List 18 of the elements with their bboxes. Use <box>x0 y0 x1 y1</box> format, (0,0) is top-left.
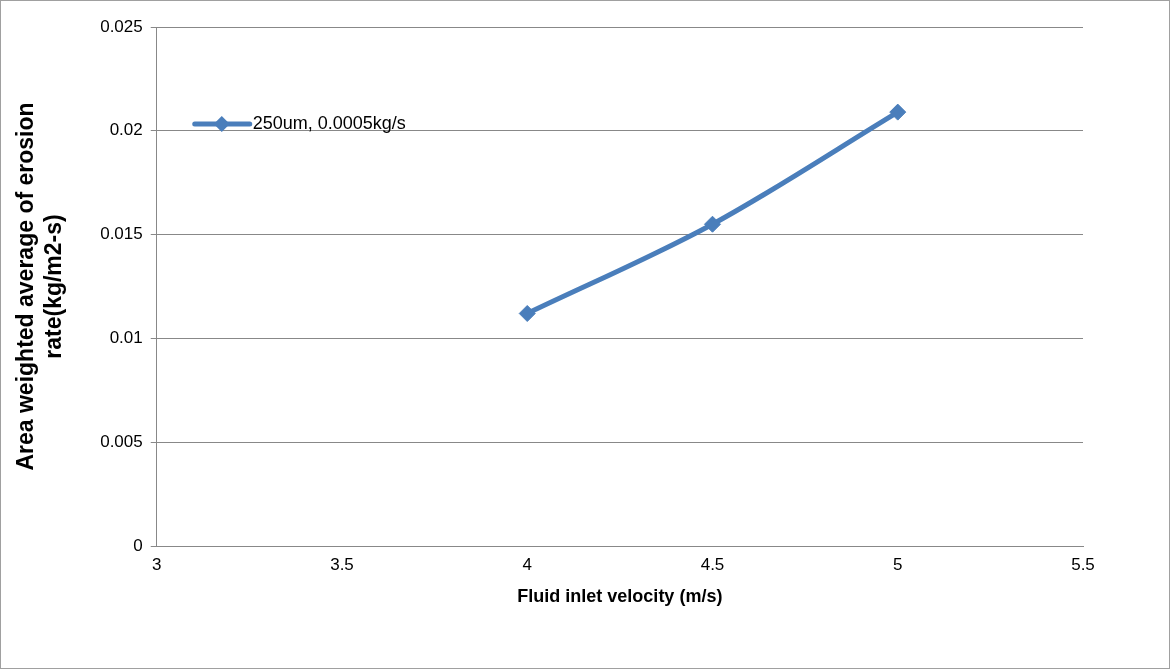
point <box>518 304 536 322</box>
x-tick-label: 3 <box>152 554 162 574</box>
y-tick-label: 0.015 <box>100 224 143 244</box>
y-tick-label: 0.01 <box>109 328 143 348</box>
point <box>889 103 907 121</box>
x-tick-label: 4.5 <box>700 554 725 574</box>
y-tick-label: 0.02 <box>109 120 143 140</box>
legend-label: 250um, 0.0005kg/s <box>252 112 406 133</box>
x-tick-label: 4 <box>522 554 532 574</box>
x-axis-title: Fluid inlet velocity (m/s) <box>517 586 723 607</box>
x-tick-label: 5 <box>893 554 903 574</box>
y-tick-label: 0.025 <box>100 16 143 36</box>
x-tick-label: 5.5 <box>1071 554 1095 574</box>
y-axis-title: Area weighted average of erosion rate(kg/m2-s) <box>12 102 66 471</box>
point <box>704 215 721 233</box>
y-tick-label: 0 <box>133 535 143 555</box>
y-tick-label: 0.005 <box>100 431 143 451</box>
x-tick-label: 3.5 <box>330 554 354 574</box>
